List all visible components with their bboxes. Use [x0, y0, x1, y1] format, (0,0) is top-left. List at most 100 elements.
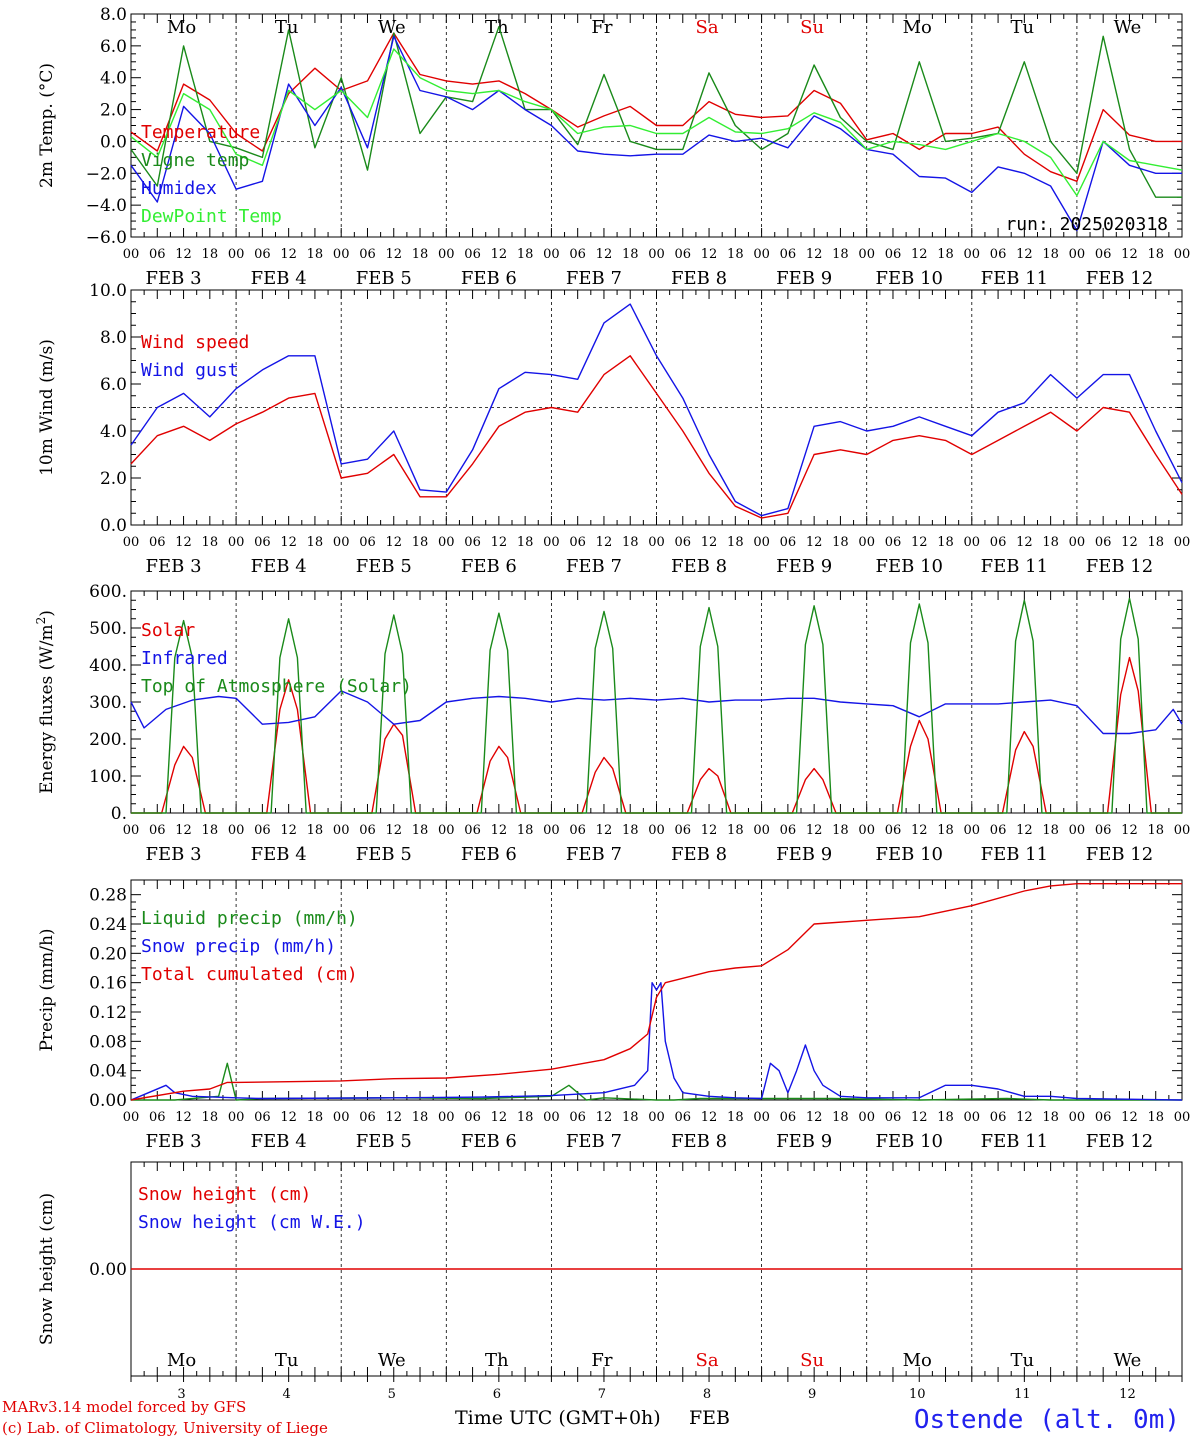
weekday-label: We [1114, 1350, 1142, 1371]
x-hour-label: 18 [937, 247, 954, 262]
x-date-label: FEB 9 [776, 1131, 832, 1152]
x-hour-label: 06 [254, 247, 271, 262]
x-hour-label: 00 [858, 247, 875, 262]
day-number-label: 12 [1119, 1387, 1136, 1402]
day-number-label: 4 [283, 1387, 291, 1402]
y-tick-label: 10.0 [89, 281, 127, 301]
weekday-label: We [378, 17, 406, 38]
y-tick-label: 100. [89, 767, 127, 787]
x-date-label: FEB 7 [566, 556, 622, 577]
y-tick-label: 4.0 [100, 69, 127, 89]
day-number-label: 5 [388, 1387, 396, 1402]
x-hour-label: 18 [832, 823, 849, 838]
x-hour-label: 12 [491, 535, 508, 550]
x-hour-label: 12 [1016, 535, 1033, 550]
weekday-label: We [1114, 17, 1142, 38]
x-hour-label: 00 [1174, 1110, 1191, 1125]
x-hour-label: 06 [569, 247, 586, 262]
x-hour-label: 00 [858, 823, 875, 838]
weekday-label: Fr [591, 17, 612, 38]
x-hour-label: 00 [333, 823, 350, 838]
x-hour-label: 12 [280, 823, 297, 838]
x-date-label: FEB 5 [356, 556, 412, 577]
y-tick-label: 200. [89, 730, 127, 750]
x-hour-label: 00 [123, 1110, 140, 1125]
x-hour-label: 06 [359, 823, 376, 838]
x-hour-label: 00 [648, 247, 665, 262]
x-hour-label: 12 [280, 535, 297, 550]
x-hour-label: 18 [307, 247, 324, 262]
x-hour-label: 18 [937, 535, 954, 550]
x-date-label: FEB 11 [981, 1131, 1048, 1152]
x-hour-label: 00 [964, 535, 981, 550]
x-hour-label: 00 [1069, 823, 1086, 838]
x-hour-label: 18 [937, 823, 954, 838]
x-hour-label: 12 [596, 823, 613, 838]
x-hour-label: 06 [990, 247, 1007, 262]
weekday-label: Sa [696, 17, 719, 38]
x-date-label: FEB 3 [146, 844, 202, 865]
x-hour-label: 06 [254, 823, 271, 838]
x-hour-label: 18 [622, 823, 639, 838]
x-hour-label: 18 [1042, 823, 1059, 838]
weekday-label: Su [800, 1350, 824, 1371]
weekday-label: Tu [1011, 1350, 1035, 1371]
y-tick-label: −4.0 [86, 196, 127, 216]
x-hour-label: 12 [596, 247, 613, 262]
x-hour-label: 00 [964, 823, 981, 838]
x-hour-label: 00 [228, 535, 245, 550]
x-hour-label: 06 [464, 535, 481, 550]
day-number-label: 6 [493, 1387, 501, 1402]
x-hour-label: 06 [569, 823, 586, 838]
x-hour-label: 00 [333, 1110, 350, 1125]
y-tick-label: −2.0 [86, 164, 127, 184]
x-hour-label: 18 [832, 1110, 849, 1125]
x-hour-label: 12 [1121, 823, 1138, 838]
x-hour-label: 12 [806, 1110, 823, 1125]
x-hour-label: 18 [727, 535, 744, 550]
x-hour-label: 12 [701, 1110, 718, 1125]
weekday-label: Sa [696, 1350, 719, 1371]
x-date-label: FEB 12 [1086, 556, 1153, 577]
x-hour-label: 06 [885, 535, 902, 550]
x-date-label: FEB 6 [461, 1131, 517, 1152]
x-hour-label: 00 [648, 1110, 665, 1125]
legend-label: Snow height (cm W.E.) [138, 1212, 366, 1233]
x-hour-label: 06 [254, 535, 271, 550]
x-date-label: FEB 11 [981, 268, 1048, 289]
x-hour-label: 12 [385, 535, 402, 550]
x-hour-label: 12 [175, 247, 192, 262]
x-hour-label: 00 [1069, 247, 1086, 262]
weekday-label: We [378, 1350, 406, 1371]
x-hour-label: 18 [727, 823, 744, 838]
x-hour-label: 06 [780, 823, 797, 838]
x-hour-label: 18 [622, 1110, 639, 1125]
x-date-label: FEB 3 [146, 1131, 202, 1152]
legend-label: Snow precip (mm/h) [141, 936, 336, 957]
y-axis-label: 2m Temp. (°C) [37, 63, 57, 188]
legend-label: Humidex [141, 178, 217, 199]
x-date-label: FEB 10 [876, 268, 943, 289]
weekday-label: Mo [903, 17, 932, 38]
x-date-label: FEB 6 [461, 556, 517, 577]
x-date-label: FEB 7 [566, 844, 622, 865]
x-hour-label: 18 [517, 1110, 534, 1125]
x-hour-label: 12 [385, 1110, 402, 1125]
x-hour-label: 00 [438, 1110, 455, 1125]
x-hour-label: 06 [990, 823, 1007, 838]
x-hour-label: 06 [149, 823, 166, 838]
x-hour-label: 18 [937, 1110, 954, 1125]
legend-label: Top of Atmosphere (Solar) [141, 676, 412, 697]
x-hour-label: 06 [569, 535, 586, 550]
footer: MARv3.14 model forced by GFS (c) Lab. of… [2, 1398, 1180, 1437]
x-hour-label: 12 [911, 247, 928, 262]
x-hour-label: 18 [832, 247, 849, 262]
x-hour-label: 12 [385, 247, 402, 262]
x-date-label: FEB 8 [671, 556, 727, 577]
x-hour-label: 18 [1147, 1110, 1164, 1125]
x-hour-label: 00 [228, 823, 245, 838]
legend-label: Vigne temp [141, 150, 249, 171]
x-hour-label: 18 [412, 1110, 429, 1125]
x-hour-label: 06 [990, 535, 1007, 550]
y-tick-label: 0.12 [89, 1003, 127, 1023]
